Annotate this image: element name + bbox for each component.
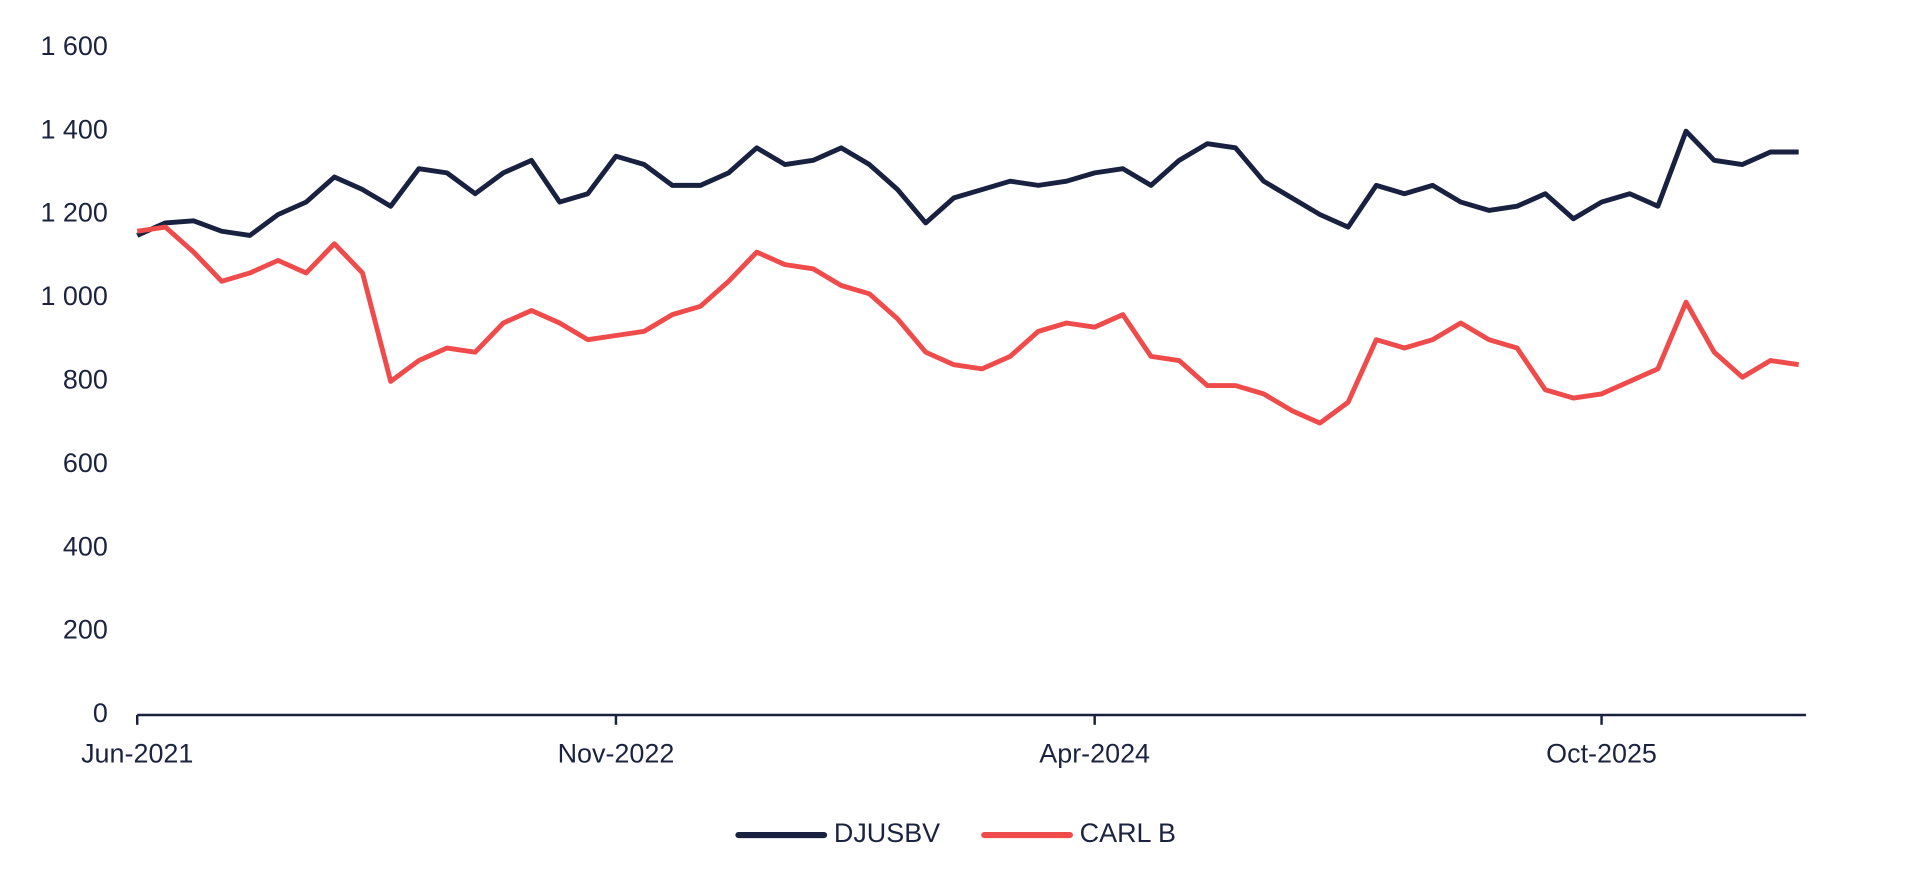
- x-tick-label: Apr-2024: [1039, 739, 1150, 769]
- y-tick-label: 1 200: [40, 198, 107, 228]
- y-tick-label: 600: [63, 448, 108, 478]
- y-tick-label: 1 000: [40, 281, 107, 311]
- line-series: [136, 128, 1799, 238]
- x-tick-label: Jun-2021: [81, 739, 193, 769]
- x-tick-label: Oct-2025: [1546, 739, 1657, 769]
- line-series: [136, 224, 1800, 426]
- legend-label: DJUSBV: [834, 818, 940, 848]
- y-tick-label: 0: [93, 698, 108, 728]
- y-tick-label: 400: [63, 531, 108, 561]
- y-tick-label: 200: [63, 615, 108, 645]
- y-tick-label: 1 400: [40, 114, 107, 144]
- legend-label: CARL B: [1080, 818, 1176, 848]
- y-tick-label: 800: [63, 364, 108, 394]
- y-tick-label: 1 600: [40, 31, 107, 61]
- x-tick-label: Nov-2022: [558, 739, 675, 769]
